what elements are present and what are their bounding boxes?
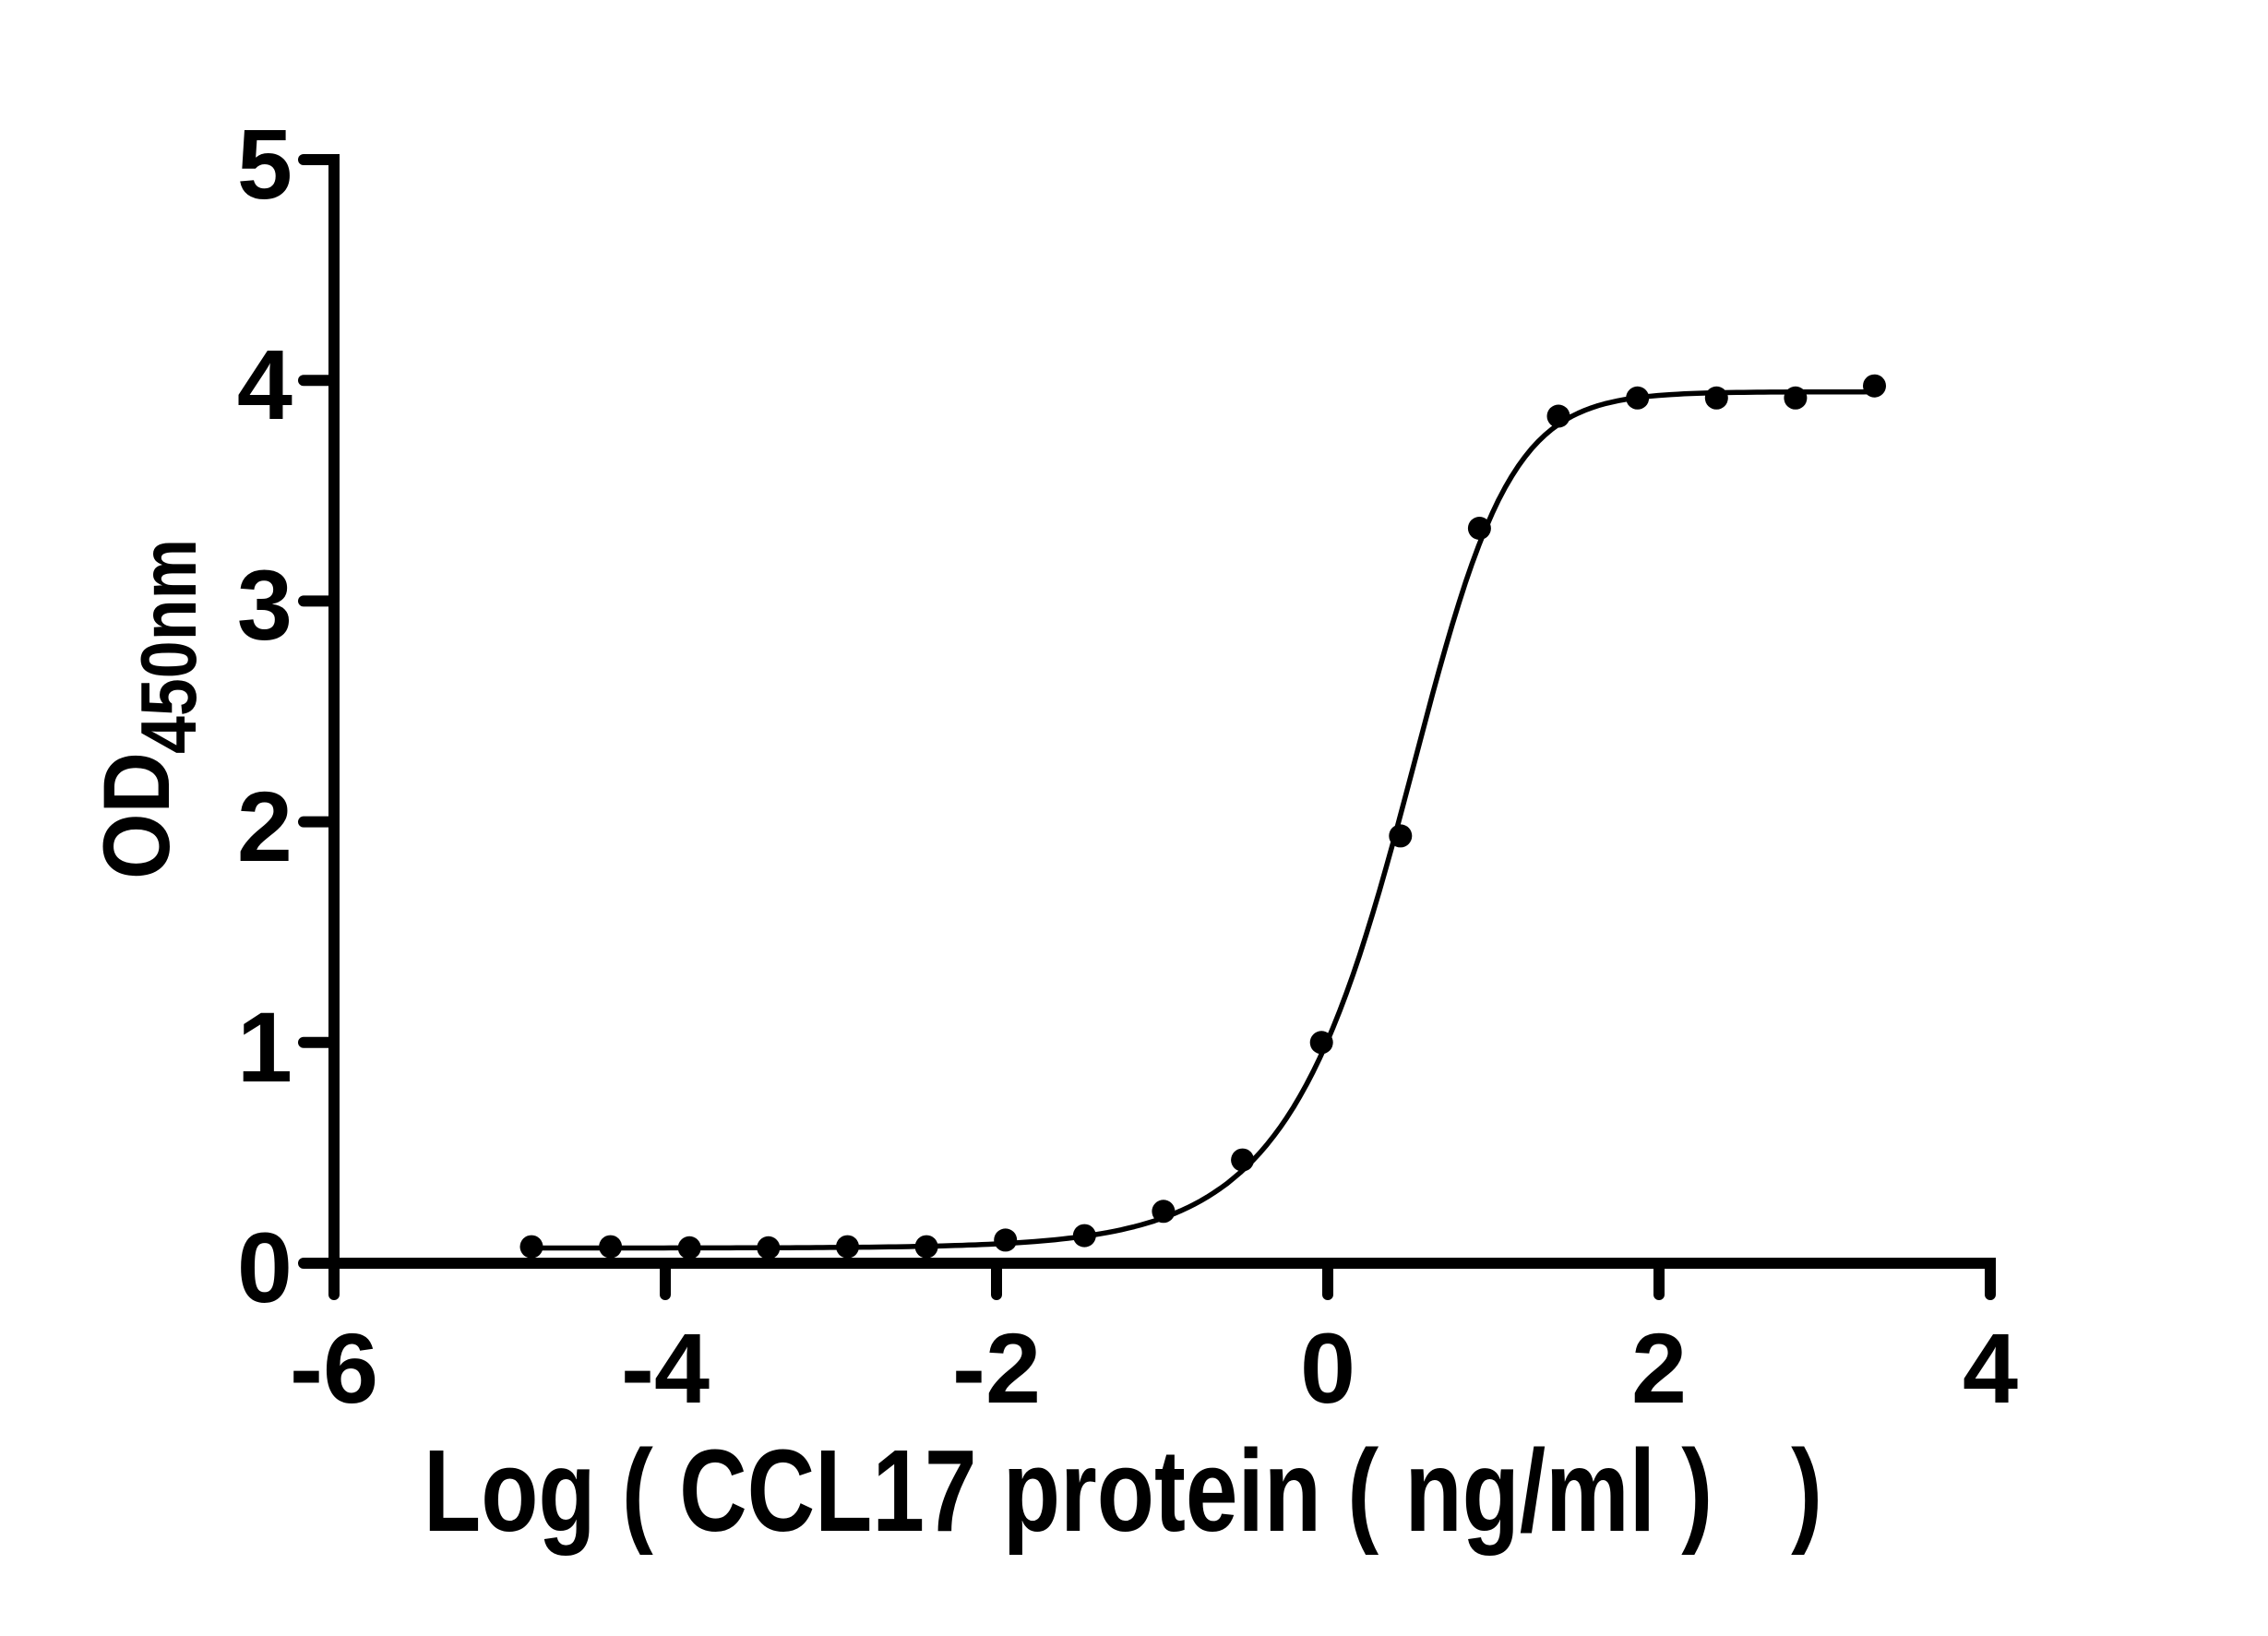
svg-text:1: 1: [237, 991, 292, 1103]
svg-text:450nm: 450nm: [125, 539, 213, 754]
svg-text:0: 0: [237, 1212, 292, 1323]
svg-text:2: 2: [1631, 1312, 1687, 1424]
svg-text:0: 0: [1300, 1312, 1355, 1424]
svg-text:-6: -6: [290, 1312, 378, 1424]
svg-text:Log ( CCL17 protein ( ng/ml ): Log ( CCL17 protein ( ng/ml ) ): [424, 1426, 1822, 1556]
svg-text:5: 5: [237, 108, 292, 220]
svg-text:OD: OD: [84, 752, 189, 879]
svg-text:-4: -4: [621, 1312, 710, 1424]
svg-text:4: 4: [237, 328, 292, 440]
svg-text:3: 3: [237, 549, 292, 661]
svg-text:-2: -2: [952, 1312, 1041, 1424]
svg-text:4: 4: [1963, 1312, 2018, 1424]
svg-text:2: 2: [237, 770, 292, 882]
